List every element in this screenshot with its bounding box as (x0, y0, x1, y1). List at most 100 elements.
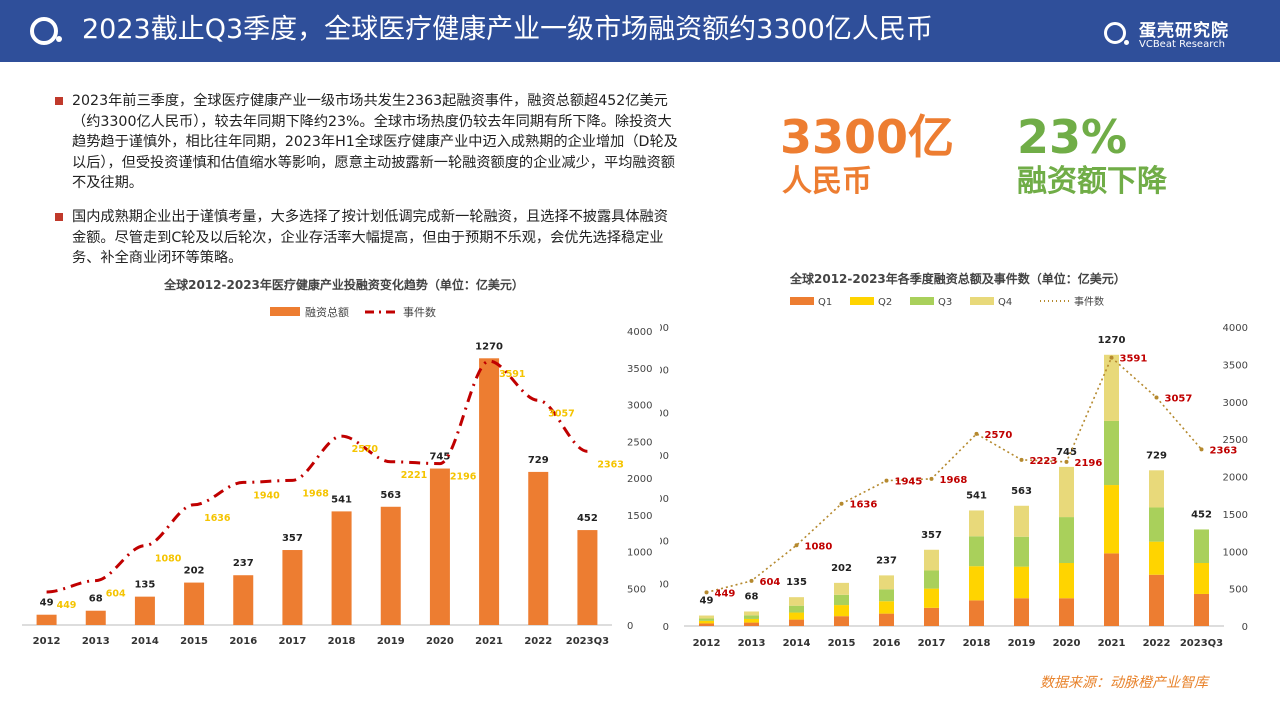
bar-2016 (233, 575, 254, 625)
total-label-2018: 541 (966, 490, 987, 501)
bar-Q2-2020 (1059, 562, 1074, 599)
event-label-2019: 2221 (401, 470, 427, 481)
bar-Q1-2022 (1149, 574, 1164, 626)
kpi-decline-value: 23% (1017, 110, 1128, 164)
event-count-line (46, 359, 588, 594)
bullet-1-text: 2023年前三季度，全球医疗健康产业一级市场共发生2363起融资事件，融资总额超… (72, 93, 678, 191)
bar-label-2021: 1270 (475, 341, 503, 352)
event-label-2023Q3: 2363 (1210, 445, 1238, 456)
bar-label-2016: 237 (233, 558, 254, 569)
total-label-2022: 729 (1146, 450, 1167, 461)
event-label-2017: 1968 (302, 488, 329, 499)
legend-swatch-Q4 (970, 297, 994, 305)
y-right-tick: 3000 (1223, 398, 1248, 409)
y-right-tick: 1500 (1223, 510, 1248, 521)
event-label-2022: 3057 (548, 408, 574, 419)
x-tick-2014: 2014 (783, 638, 811, 649)
bar-Q3-2019 (1014, 536, 1029, 567)
page-title: 2023截止Q3季度，全球医疗健康产业一级市场融资额约3300亿人民币 (82, 14, 933, 45)
bar-Q3-2020 (1059, 517, 1074, 563)
event-label-2019: 2223 (1030, 456, 1058, 467)
x-tick-2017: 2017 (278, 636, 306, 647)
bar-2014 (134, 596, 155, 625)
bar-Q1-2012 (699, 623, 714, 626)
bar-2021 (479, 358, 500, 625)
chart-title: 全球2012-2023年各季度融资总额及事件数（单位：亿美元） (789, 271, 1126, 286)
y-left-tick: 0 (663, 622, 669, 633)
legend-label-Q2: Q2 (878, 297, 892, 308)
legend-label-bar: 融资总额 (305, 305, 349, 319)
legend-swatch-bar (270, 307, 300, 316)
brand-logo-dot-icon (1124, 40, 1129, 45)
y-right-tick: 4000 (627, 327, 652, 338)
bar-Q1-2020 (1059, 598, 1074, 626)
y-left-tick: 600 (660, 494, 669, 505)
event-point-2020 (1064, 459, 1069, 464)
x-tick-2021: 2021 (1098, 638, 1126, 649)
bar-Q2-2013 (744, 618, 759, 623)
bar-label-2017: 357 (282, 533, 303, 544)
y-right-tick: 2000 (627, 474, 652, 485)
total-label-2014: 135 (786, 577, 807, 588)
bar-Q3-2017 (924, 570, 939, 589)
bar-Q1-2021 (1104, 553, 1119, 626)
event-point-2018 (974, 431, 979, 436)
legend-swatch-Q3 (910, 297, 934, 305)
y-right-tick: 0 (627, 621, 633, 632)
bar-Q4-2015 (834, 582, 849, 595)
event-label-2012: 449 (57, 600, 77, 611)
legend-swatch-Q2 (850, 297, 874, 305)
bar-label-2020: 745 (429, 452, 450, 463)
total-label-2021: 1270 (1098, 335, 1126, 346)
bar-2020 (429, 468, 450, 625)
x-tick-2020: 2020 (1053, 638, 1081, 649)
bar-label-2015: 202 (184, 566, 205, 577)
y-right-tick: 4000 (1223, 323, 1248, 334)
bar-Q2-2017 (924, 588, 939, 608)
kpi-amount-value: 3300亿 (780, 110, 955, 164)
bullet-1: 2023年前三季度，全球医疗健康产业一级市场共发生2363起融资事件，融资总额超… (55, 91, 680, 194)
total-label-2017: 357 (921, 530, 942, 541)
y-right-tick: 3000 (627, 401, 652, 412)
bar-Q2-2021 (1104, 485, 1119, 554)
bar-label-2023Q3: 452 (577, 513, 598, 524)
bar-label-2022: 729 (528, 455, 549, 466)
x-tick-2016: 2016 (229, 636, 257, 647)
event-label-2021: 3591 (1120, 354, 1148, 365)
x-tick-2013: 2013 (82, 636, 110, 647)
bar-Q1-2019 (1014, 598, 1029, 626)
y-left-tick: 1400 (660, 323, 669, 334)
bullet-2: 国内成熟期企业出于谨慎考量，大多选择了按计划低调完成新一轮融资，且选择不披露具体… (55, 207, 680, 269)
event-label-2018: 2570 (985, 430, 1013, 441)
event-label-2020: 2196 (1075, 458, 1103, 469)
bar-Q3-2021 (1104, 420, 1119, 486)
event-label-2014: 1080 (155, 554, 182, 565)
bar-Q1-2013 (744, 622, 759, 626)
event-point-2022 (1154, 395, 1159, 400)
x-tick-2018: 2018 (328, 636, 356, 647)
y-right-tick: 1500 (627, 511, 652, 522)
header-bar: 2023截止Q3季度，全球医疗健康产业一级市场融资额约3300亿人民币 蛋壳研究… (0, 0, 1280, 62)
bar-Q3-2014 (789, 605, 804, 613)
kpi-decline-label: 融资额下降 (1017, 164, 1167, 199)
kpi-amount-label: 人民币 (782, 164, 872, 199)
y-left-tick: 800 (660, 451, 669, 462)
bar-Q4-2017 (924, 549, 939, 571)
y-right-tick: 2500 (627, 437, 652, 448)
bullet-2-text: 国内成熟期企业出于谨慎考量，大多选择了按计划低调完成新一轮融资，且选择不披露具体… (72, 209, 668, 266)
event-point-2019 (1019, 457, 1024, 462)
bar-2022 (528, 471, 549, 625)
legend-label-Q4: Q4 (998, 297, 1012, 308)
event-label-2013: 604 (760, 577, 781, 588)
y-right-tick: 1000 (1223, 547, 1248, 558)
legend-label-Q1: Q1 (818, 297, 832, 308)
bar-Q4-2014 (789, 597, 804, 606)
y-left-tick: 400 (660, 537, 669, 548)
bar-Q1-2023Q3 (1194, 593, 1209, 626)
legend-label-line: 事件数 (403, 306, 436, 319)
bar-2018 (331, 511, 352, 625)
y-right-tick: 1000 (627, 548, 652, 559)
logo-ring-icon (30, 17, 58, 45)
bar-Q4-2022 (1149, 470, 1164, 508)
bar-Q1-2014 (789, 619, 804, 626)
